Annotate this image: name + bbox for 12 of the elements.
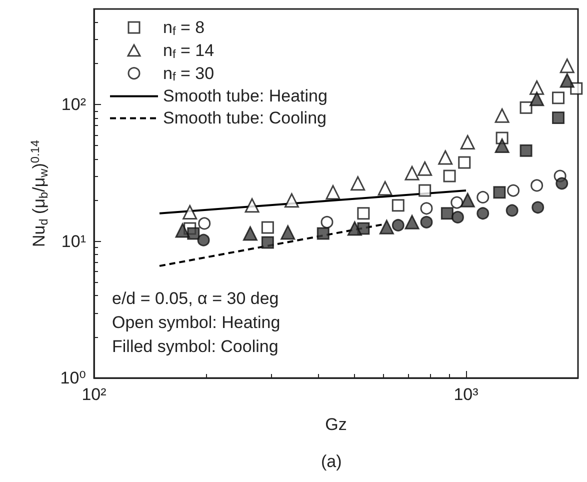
y-tick-label: 10² [61, 95, 86, 114]
text: (a) [321, 452, 342, 471]
legend-label: Smooth tube: Heating [163, 86, 328, 106]
x-axis-title: Gz [325, 415, 347, 434]
annotation: Filled symbol: Cooling [112, 337, 278, 356]
legend-label: Smooth tube: Cooling [163, 108, 326, 128]
annotation: Open symbol: Heating [112, 313, 280, 332]
x-tick-label: 10³ [454, 385, 479, 404]
y-tick-label: 10⁰ [60, 368, 86, 388]
y-tick-label: 10¹ [61, 232, 86, 251]
annotation: e/d = 0.05, α = 30 deg [112, 289, 279, 308]
y-axis-title: Nud (μb/μw)0.14 [28, 140, 50, 248]
